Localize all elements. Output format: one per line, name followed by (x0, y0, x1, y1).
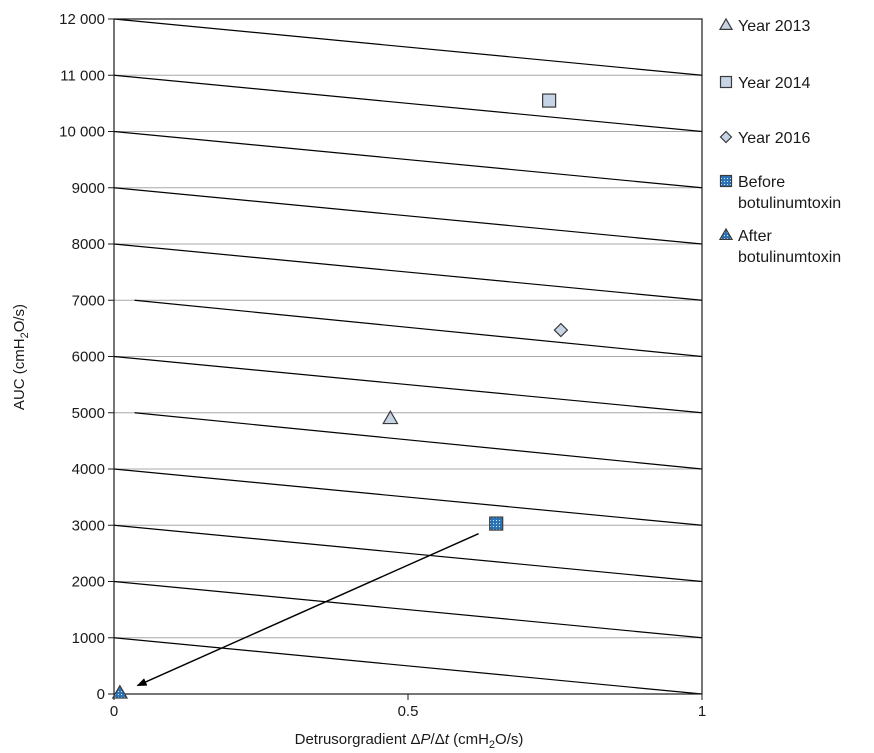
data-point (553, 322, 569, 338)
iso-line (134, 299, 703, 358)
iso-line (134, 412, 703, 470)
x-axis-ticks: 0 0.5 1 (110, 694, 706, 720)
iso-line (113, 355, 703, 414)
data-point (542, 93, 557, 108)
y-tick-label: 4000 (72, 461, 105, 478)
data-point (382, 410, 399, 425)
legend-marker (719, 130, 733, 144)
legend-label: Year 2014 (738, 75, 810, 92)
data-points (111, 93, 569, 699)
data-point (489, 516, 504, 531)
y-axis-ticks: 0 1000 2000 3000 4000 5000 6000 7000 8000 9000 10 … (59, 11, 114, 703)
y-tick-label: 5000 (72, 405, 105, 422)
legend-label: Year 2013 (738, 18, 810, 35)
data-point (111, 684, 129, 699)
legend-marker (719, 75, 733, 89)
x-tick-label: 0 (110, 703, 118, 720)
y-tick-label: 6000 (72, 349, 105, 366)
legend-item: Before botulinumtoxin (719, 174, 841, 212)
y-tick-label: 1000 (72, 630, 105, 647)
iso-line (113, 580, 703, 639)
legend-marker (718, 227, 734, 240)
legend: Year 2013 Year 2014 Year 2016 Before botulin… (718, 17, 841, 266)
gridlines (114, 74, 702, 639)
legend-label: Before (738, 174, 785, 191)
x-tick-label: 1 (698, 703, 706, 720)
y-tick-label: 12 000 (59, 11, 105, 28)
iso-line (113, 243, 703, 301)
y-tick-label: 7000 (72, 292, 105, 309)
y-tick-label: 8000 (72, 236, 105, 253)
y-tick-label: 2000 (72, 574, 105, 591)
y-tick-label: 11 000 (60, 67, 105, 84)
iso-line (113, 187, 703, 245)
iso-line (113, 74, 703, 133)
iso-lines (113, 18, 703, 695)
legend-marker (718, 17, 734, 30)
iso-line (113, 637, 703, 695)
legend-label: Year 2016 (738, 130, 810, 147)
legend-item: Year 2016 (719, 130, 810, 147)
iso-line (113, 18, 703, 76)
legend-label: botulinumtoxin (738, 195, 841, 212)
legend-item: After botulinumtoxin (718, 227, 841, 266)
y-axis-title: AUC (cmH2O/s) (11, 304, 31, 410)
legend-item: Year 2013 (718, 17, 810, 35)
legend-label: botulinumtoxin (738, 249, 841, 266)
y-tick-label: 3000 (72, 517, 105, 534)
x-axis-title: Detrusorgradient ΔP/Δt (cmH2O/s) (295, 731, 524, 751)
legend-label: After (738, 228, 772, 245)
iso-line (113, 130, 703, 189)
y-tick-label: 10 000 (59, 124, 105, 141)
treatment-arrow (136, 533, 479, 687)
y-tick-label: 9000 (72, 180, 105, 197)
x-tick-label: 0.5 (398, 703, 419, 720)
legend-marker (719, 174, 733, 188)
legend-item: Year 2014 (719, 75, 810, 92)
iso-line (113, 468, 703, 526)
y-tick-label: 0 (97, 686, 105, 703)
iso-line (113, 524, 703, 583)
